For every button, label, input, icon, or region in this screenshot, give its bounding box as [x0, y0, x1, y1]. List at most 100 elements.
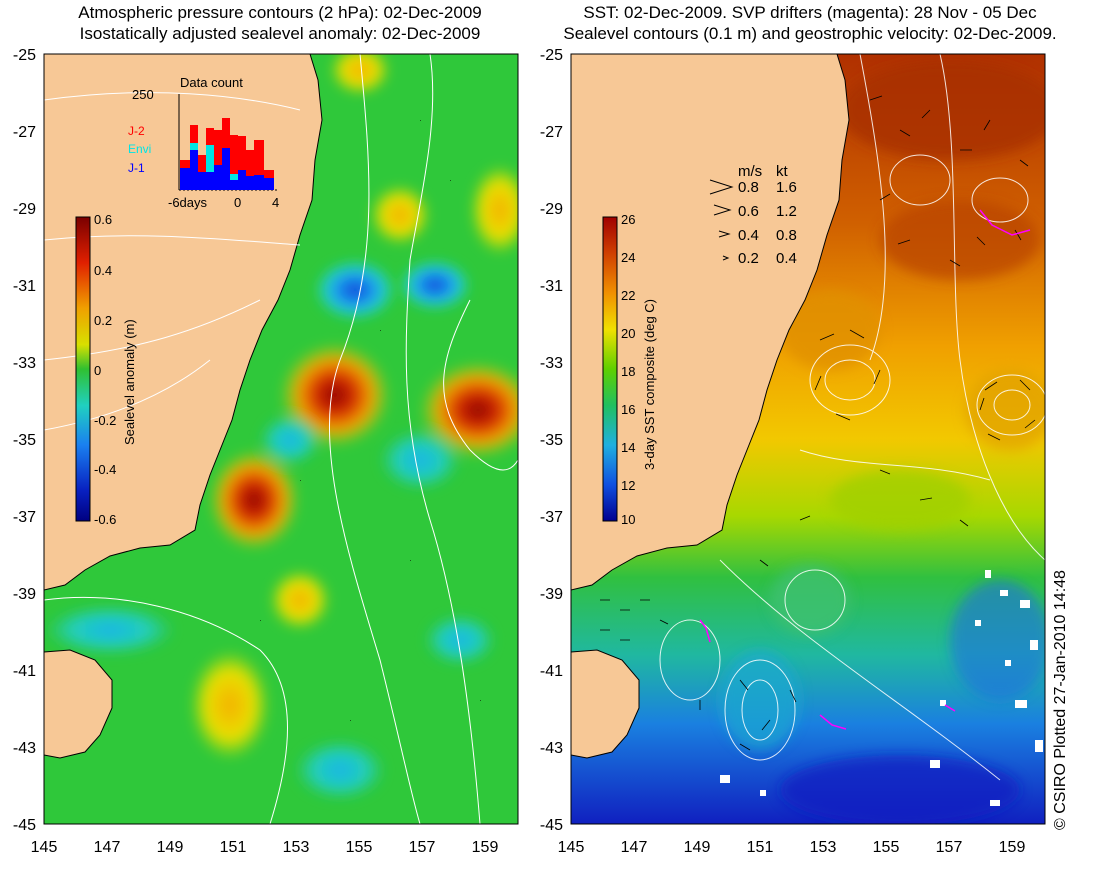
right-x-tick: 145	[558, 839, 585, 856]
velocity-arrow-glyph	[709, 179, 734, 195]
left-y-axis: -25 -27 -29 -31 -33 -35 -37 -39 -41 -43 …	[13, 47, 36, 834]
right-map	[571, 54, 1045, 824]
velocity-legend-kt: 0.4	[776, 250, 797, 267]
right-y-tick: -45	[540, 817, 563, 834]
velocity-legend-ms: 0.2	[738, 250, 759, 267]
right-y-tick: -43	[540, 740, 563, 757]
right-y-tick: -27	[540, 124, 563, 141]
sla-cb-tick: -0.4	[94, 462, 116, 477]
sst-cb-tick: 10	[621, 512, 635, 527]
left-x-tick: 145	[31, 839, 58, 856]
sla-colorbar: 0.6 0.4 0.2 0 -0.2 -0.4 -0.6 Sealevel an…	[75, 212, 137, 527]
sla-cb-tick: -0.6	[94, 512, 116, 527]
sst-colorbar-label: 3-day SST composite (deg C)	[642, 299, 657, 470]
velocity-legend-kt: 1.2	[776, 203, 797, 220]
data-count-xtick: -6days	[168, 195, 208, 210]
sst-colorbar-ticks: 26 24 22 20 18 16 14 12 10	[621, 212, 635, 527]
sst-cb-tick: 22	[621, 288, 635, 303]
land-tasmania-right	[571, 649, 640, 759]
right-y-tick: -31	[540, 278, 563, 295]
left-y-tick: -27	[13, 124, 36, 141]
sst-cb-tick: 20	[621, 326, 635, 341]
left-x-tick: 147	[94, 839, 121, 856]
left-panel-title: Atmospheric pressure contours (2 hPa): 0…	[40, 2, 520, 44]
right-x-axis: 145 147 149 151 153 155 157 159	[558, 839, 1026, 856]
left-x-tick: 149	[157, 839, 184, 856]
left-x-tick: 153	[283, 839, 310, 856]
left-x-tick: 151	[220, 839, 247, 856]
right-panel-title: SST: 02-Dec-2009. SVP drifters (magenta)…	[530, 2, 1090, 44]
sla-track-dots	[260, 120, 481, 721]
left-map-frame	[43, 53, 519, 825]
right-y-tick: -41	[540, 663, 563, 680]
data-count-title: Data count	[180, 75, 243, 90]
right-x-tick: 153	[810, 839, 837, 856]
left-y-tick: -43	[13, 740, 36, 757]
right-y-tick: -29	[540, 201, 563, 218]
left-y-tick: -35	[13, 432, 36, 449]
velocity-arrow-glyph	[718, 230, 731, 238]
left-y-tick: -31	[13, 278, 36, 295]
sst-cb-tick: 24	[621, 250, 635, 265]
velocity-legend-kt: 0.8	[776, 227, 797, 244]
sla-colorbar-label: Sealevel anomaly (m)	[122, 319, 137, 445]
left-title-line2: Isostatically adjusted sealevel anomaly:…	[79, 24, 481, 43]
legend-j1: J-1	[128, 161, 145, 175]
land-mainland-right	[571, 54, 850, 591]
right-x-tick: 151	[747, 839, 774, 856]
sla-colorbar-ticks: 0.6 0.4 0.2 0 -0.2 -0.4 -0.6	[94, 212, 116, 527]
left-y-tick: -37	[13, 509, 36, 526]
right-x-tick: 159	[999, 839, 1026, 856]
data-count-bars	[180, 118, 274, 190]
right-x-tick: 157	[936, 839, 963, 856]
velocity-legend: m/s kt 0.8 1.6 0.6 1.2 0.4 0.8 0.2 0.4	[709, 163, 797, 267]
sst-cb-tick: 26	[621, 212, 635, 227]
right-title-line1: SST: 02-Dec-2009. SVP drifters (magenta)…	[583, 3, 1037, 22]
velocity-legend-kt: 1.6	[776, 179, 797, 196]
right-x-tick: 149	[684, 839, 711, 856]
right-y-tick: -33	[540, 355, 563, 372]
legend-envi: Envi	[128, 142, 151, 156]
plot-credit: © CSIRO Plotted 27-Jan-2010 14:48	[1052, 570, 1069, 830]
sla-cb-tick: 0.6	[94, 212, 112, 227]
velocity-legend-ms: 0.4	[738, 227, 759, 244]
left-y-tick: -45	[13, 817, 36, 834]
left-y-tick: -41	[13, 663, 36, 680]
sst-cb-tick: 12	[621, 478, 635, 493]
left-x-tick: 157	[409, 839, 436, 856]
sst-cb-tick: 16	[621, 402, 635, 417]
sla-cb-tick: 0.4	[94, 263, 112, 278]
sla-cb-tick: -0.2	[94, 413, 116, 428]
left-title-line1: Atmospheric pressure contours (2 hPa): 0…	[78, 3, 482, 22]
right-x-tick: 155	[873, 839, 900, 856]
velocity-legend-ms: 0.8	[738, 179, 759, 196]
right-y-tick: -35	[540, 432, 563, 449]
data-count-xtick: 0	[234, 195, 241, 210]
right-y-axis: -25 -27 -29 -31 -33 -35 -37 -39 -41 -43 …	[540, 47, 563, 834]
left-x-axis: 145 147 149 151 153 155 157 159	[31, 839, 499, 856]
left-y-tick: -25	[13, 47, 36, 64]
drifter-tracks	[699, 209, 1031, 730]
velocity-legend-kt-header: kt	[776, 163, 789, 180]
data-count-inset: Data count 250 J-2 Envi J-1 -6days 0 4	[128, 75, 279, 210]
geostrophic-velocity-arrows	[600, 95, 1036, 751]
left-x-tick: 159	[472, 839, 499, 856]
sst-features	[720, 60, 1045, 824]
right-title-line2: Sealevel contours (0.1 m) and geostrophi…	[563, 24, 1057, 43]
right-y-tick: -39	[540, 586, 563, 603]
sla-cb-tick: 0	[94, 363, 101, 378]
sst-colorbar-gradient	[602, 216, 618, 522]
sst-colorbar: 26 24 22 20 18 16 14 12 10 3-day SST com…	[602, 212, 657, 527]
land-tasmania	[44, 649, 113, 759]
right-y-tick: -37	[540, 509, 563, 526]
right-map-frame	[570, 53, 1046, 825]
sla-cb-tick: 0.2	[94, 313, 112, 328]
sst-cb-tick: 18	[621, 364, 635, 379]
velocity-arrow-glyph	[722, 255, 730, 261]
cloud-mask	[720, 570, 1043, 806]
velocity-legend-ms: 0.6	[738, 203, 759, 220]
left-map	[44, 54, 518, 824]
data-count-ymax: 250	[132, 87, 154, 102]
left-x-tick: 155	[346, 839, 373, 856]
